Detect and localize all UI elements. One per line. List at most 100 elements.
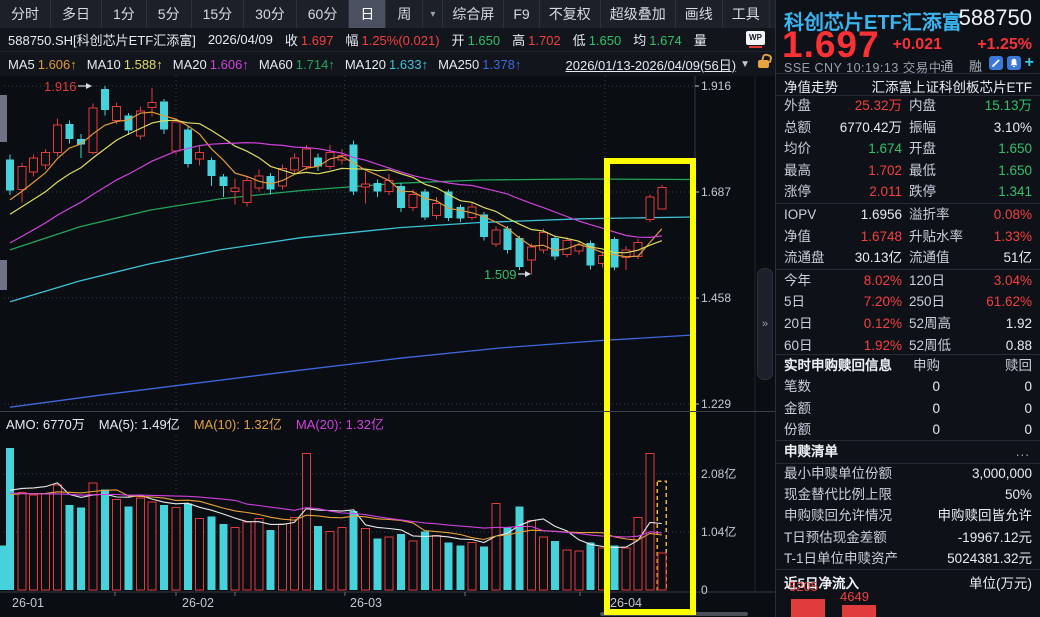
stat-row: 涨停 2.011 跌停 1.341 — [776, 181, 1040, 204]
highlight-annotation-box[interactable] — [604, 158, 696, 615]
instrument-name: 科创芯片ETF汇添富 — [784, 12, 962, 34]
stat-row: 流通盘 30.13亿 流通值 51亿 — [776, 247, 1040, 270]
collapse-chevrons-icon: » — [761, 318, 769, 330]
tab-15分[interactable]: 15分 — [192, 0, 245, 28]
fund-info-row: T日预估现金差额 -19967.12元 — [784, 529, 1032, 545]
stat-row: 5日 7.20% 250日 61.62% — [784, 294, 1032, 310]
price-axis-label: 1.458 — [701, 291, 731, 305]
quote-header: 科创芯片ETF汇添富 588750 1.697 +0.021 +1.25% SS… — [776, 0, 1040, 75]
ma-value-MA10: MA10 1.588↑ — [86, 56, 163, 72]
net-inflow-bar — [791, 599, 825, 617]
ma-value-MA120: MA120 1.633↑ — [344, 56, 429, 72]
stat-row: 外盘 25.32万 内盘 15.13万 — [784, 98, 1032, 113]
tool-超级叠加[interactable]: 超级叠加 — [599, 0, 675, 28]
tab-30分[interactable]: 30分 — [244, 0, 297, 28]
net-inflow-value: 5205 — [789, 579, 818, 594]
quote-field-量: 量 — [693, 33, 707, 48]
session-date: 2026/04/09 — [207, 32, 273, 47]
quote-info-segments: 收 1.697 幅 1.25%(0.021) 开 1.650 高 1.702 低 1.650 均 1.… — [285, 30, 722, 49]
tab-日[interactable]: 日 — [349, 0, 387, 28]
quote-field-低: 低 1.650 — [572, 33, 622, 48]
high-price-annotation: 1.916 — [44, 79, 77, 94]
net-inflow-title: 近5日净流入 — [784, 576, 860, 591]
table-row: 笔数 0 0 — [784, 379, 1032, 395]
panel-collapse-handle[interactable]: » — [757, 268, 773, 380]
kline-chart-area[interactable]: 1.916 1.687 1.458 1.229 2.08亿 1.04亿 0 26-01 26-0… — [0, 76, 775, 617]
price-axis-label: 1.916 — [701, 79, 731, 93]
quote-field-高: 高 1.702 — [512, 33, 561, 48]
edit-pencil-icon[interactable] — [988, 56, 1003, 70]
market-status: SSE CNY 10:19:13 交易中 — [784, 61, 942, 75]
fund-full-name: 汇添富上证科创板芯片ETF — [871, 80, 1033, 95]
net-inflow-section: 近5日净流入 单位(万元) 5205 4649 — [776, 569, 1040, 617]
tab-1分[interactable]: 1分 — [102, 0, 147, 28]
stat-row: 总额 6770.42万 振幅 3.10% — [784, 119, 1032, 135]
price-axis-label: 1.229 — [701, 397, 731, 411]
creation-list-row[interactable]: 申赎清单 ... — [776, 440, 1040, 464]
quote-field-开: 开 1.650 — [451, 33, 501, 48]
price-change-percent: +1.25% — [977, 36, 1032, 53]
nav-trend-row[interactable]: 净值走势 汇添富上证科创板芯片ETF — [776, 73, 1040, 96]
quote-field-均: 均 1.674 — [633, 33, 682, 48]
price-axis-label: 1.687 — [701, 185, 731, 199]
tab-周[interactable]: 周 — [386, 0, 424, 28]
low-price-annotation: 1.509 — [484, 267, 517, 282]
quote-field-收: 收 1.697 — [284, 33, 334, 48]
amo-indicator-value: MA(20): 1.32亿 — [295, 417, 384, 432]
fund-info-rows: 最小申赎单位份额 3,000,000 现金替代比例上限 50% 申购赎回允许情况 申购赎回… — [776, 463, 1040, 569]
amo-indicator-value: MA(5): 1.49亿 — [98, 417, 180, 432]
ma-value-MA60: MA60 1.714↑ — [258, 56, 335, 72]
ma-items: MA5 1.606↑ MA10 1.588↑ MA20 1.606↑ MA60 1.714↑ M… — [8, 57, 531, 72]
tool-F9[interactable]: F9 — [503, 0, 538, 28]
price-change: +0.021 — [892, 36, 942, 53]
tool-综合屏[interactable]: 综合屏 — [442, 0, 503, 28]
kline-chart-canvas[interactable]: 1.916 1.687 1.458 1.229 2.08亿 1.04亿 0 26-01 26-0… — [0, 76, 775, 617]
stat-row: 均价 1.674 开盘 1.650 — [784, 141, 1032, 157]
stat-row: 60日 1.92% 52周低 0.88 — [784, 337, 1032, 353]
tool-工具[interactable]: 工具 — [721, 0, 769, 28]
table-row: 份额 0 0 — [784, 422, 1032, 438]
table-header-row: 实时申购赎回信息 申购 赎回 — [784, 358, 1032, 373]
x-axis-month-label: 26-01 — [12, 596, 44, 610]
tab-5分[interactable]: 5分 — [147, 0, 192, 28]
margin-badges: 通 融 — [940, 59, 988, 74]
net-inflow-unit: 单位(万元) — [969, 576, 1032, 591]
volume-axis-label: 0 — [701, 583, 708, 597]
x-axis-month-label: 26-02 — [182, 596, 214, 610]
tab-多日[interactable]: 多日 — [51, 0, 102, 28]
period-dropdown-icon[interactable]: ▾ — [430, 8, 436, 20]
ma-value-MA250: MA250 1.378↑ — [438, 56, 522, 72]
date-range-caret-icon[interactable]: ▼ — [740, 58, 750, 70]
tab-分时[interactable]: 分时 — [0, 0, 51, 28]
instrument-code: 588750 — [958, 5, 1032, 30]
stats-grid: 外盘 25.32万 内盘 15.13万 总额 6770.42万 振幅 3.10% 均价 1.674… — [776, 95, 1040, 356]
x-axis-month-label: 26-03 — [350, 596, 382, 610]
ma-value-MA20: MA20 1.606↑ — [172, 56, 249, 72]
ma-values-row: MA5 1.606↑ MA10 1.588↑ MA20 1.606↑ MA60 1.714↑ M… — [0, 52, 775, 76]
table-row: 金额 0 0 — [784, 400, 1032, 416]
tool-不复权[interactable]: 不复权 — [538, 0, 600, 28]
unlock-icon[interactable] — [758, 60, 769, 68]
volume-axis-label: 1.04亿 — [701, 524, 736, 539]
tool-画线[interactable]: 画线 — [674, 0, 722, 28]
stat-row: IOPV 1.6956 溢折率 0.08% — [784, 206, 1032, 222]
quote-panel: 科创芯片ETF汇添富 588750 1.697 +0.021 +1.25% SS… — [775, 0, 1040, 617]
fund-info-row: T-1日单位申赎资产 5024381.32元 — [784, 550, 1032, 566]
quote-info-row: 588750.SH[科创芯片ETF汇添富] 2026/04/09 收 1.697 幅… — [0, 28, 775, 52]
alert-bell-icon[interactable] — [1006, 56, 1021, 70]
amo-indicator-value: MA(10): 1.32亿 — [193, 417, 282, 432]
x-axis-month-label: 26-04 — [610, 596, 642, 610]
creation-list-label: 申赎清单 — [784, 444, 838, 459]
instrument-id: 588750.SH[科创芯片ETF汇添富] — [8, 33, 196, 48]
quote-quick-actions: + — [988, 54, 1034, 71]
wp-widget-icon[interactable]: WP — [746, 31, 765, 48]
net-inflow-bar — [842, 605, 876, 617]
more-ellipsis-icon: ... — [1015, 444, 1030, 459]
stat-row: 净值 1.6748 升贴水率 1.33% — [784, 228, 1032, 244]
date-range-box: 2026/01/13-2026/04/09(56日) ▼ — [566, 52, 769, 76]
add-to-watchlist-icon[interactable]: + — [1024, 54, 1034, 71]
tab-60分[interactable]: 60分 — [297, 0, 350, 28]
net-inflow-value: 4649 — [840, 589, 869, 604]
date-range-selector[interactable]: 2026/01/13-2026/04/09(56日) — [565, 57, 737, 73]
